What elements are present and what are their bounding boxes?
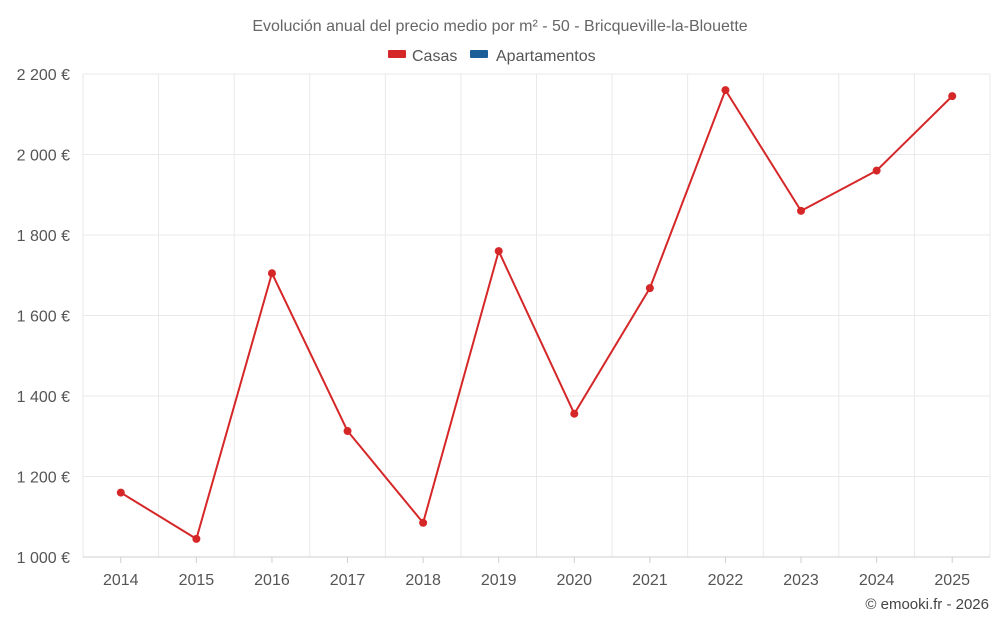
x-tick-label: 2023 — [783, 572, 819, 589]
y-tick-label: 1 600 € — [17, 309, 70, 326]
data-point-casas-2014[interactable] — [116, 488, 125, 497]
x-tick-label: 2025 — [934, 572, 970, 589]
x-tick-label: 2017 — [330, 572, 366, 589]
data-point-casas-2016[interactable] — [267, 269, 276, 278]
x-tick-label: 2015 — [179, 572, 215, 589]
x-tick-label: 2020 — [556, 572, 592, 589]
data-point-casas-2021[interactable] — [645, 284, 654, 293]
y-tick-label: 1 800 € — [17, 228, 70, 245]
legend-swatch-casas — [388, 50, 406, 58]
y-tick-label: 2 200 € — [17, 67, 70, 84]
gridlines — [82, 73, 991, 558]
data-point-casas-2018[interactable] — [419, 518, 428, 527]
data-point-casas-2020[interactable] — [570, 409, 579, 418]
data-point-casas-2025[interactable] — [948, 92, 957, 101]
y-tick-label: 2 000 € — [17, 148, 70, 165]
y-axis-ticks: 1 000 € 1 200 € 1 400 € 1 600 € 1 800 € 2 000… — [17, 67, 70, 567]
series-line-casas — [120, 89, 953, 540]
x-tick-label: 2019 — [481, 572, 517, 589]
legend: Casas Apartamentos — [388, 48, 596, 65]
y-tick-label: 1 400 € — [17, 389, 70, 406]
x-tick-label: 2024 — [859, 572, 895, 589]
data-point-casas-2022[interactable] — [721, 86, 730, 95]
legend-swatch-apartamentos — [470, 50, 488, 58]
legend-label-apartamentos[interactable]: Apartamentos — [496, 48, 596, 65]
data-point-casas-2023[interactable] — [797, 206, 806, 215]
data-point-casas-2015[interactable] — [192, 534, 201, 543]
y-tick-label: 1 200 € — [17, 470, 70, 487]
x-tick-label: 2021 — [632, 572, 668, 589]
data-point-casas-2019[interactable] — [494, 247, 503, 256]
x-axis-ticks: 2014 2015 2016 2017 2018 2019 2020 2021 2022 2023… — [103, 557, 970, 589]
data-point-casas-2017[interactable] — [343, 427, 352, 436]
legend-label-casas[interactable]: Casas — [412, 48, 457, 65]
x-tick-label: 2018 — [405, 572, 441, 589]
x-tick-label: 2014 — [103, 572, 139, 589]
credit-text: © emooki.fr - 2026 — [865, 596, 989, 613]
x-tick-label: 2016 — [254, 572, 290, 589]
data-point-casas-2024[interactable] — [872, 166, 881, 175]
series-casas — [116, 86, 957, 543]
x-tick-label: 2022 — [708, 572, 744, 589]
chart-title: Evolución anual del precio medio por m² … — [252, 18, 747, 35]
y-tick-label: 1 000 € — [17, 550, 70, 567]
